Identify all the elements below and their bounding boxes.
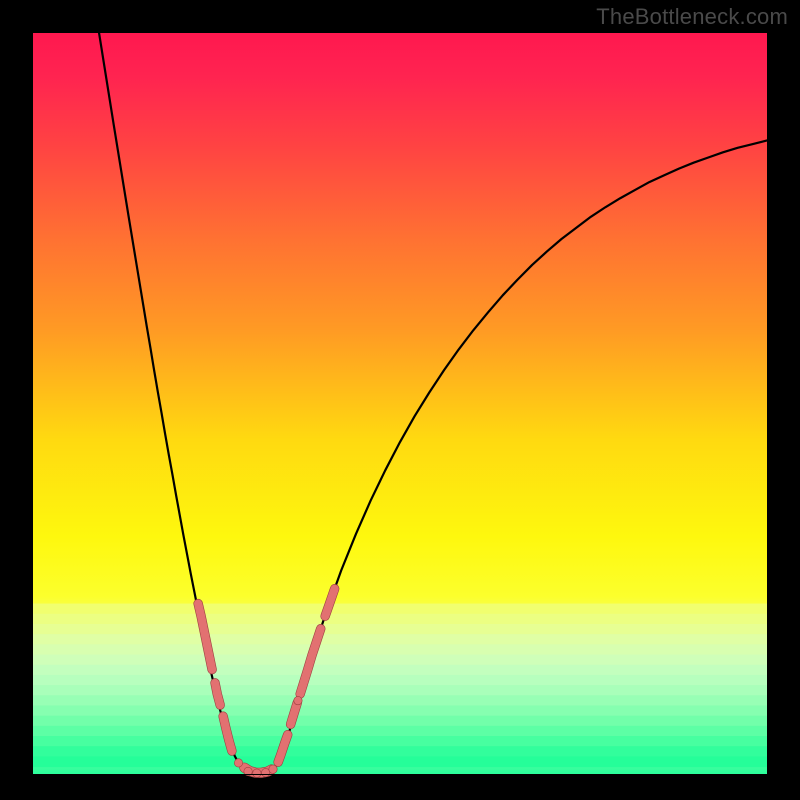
bottleneck-curve-chart xyxy=(0,0,800,800)
gradient-band-stripes xyxy=(33,604,767,768)
chart-container: TheBottleneck.com xyxy=(0,0,800,800)
watermark-text: TheBottleneck.com xyxy=(596,4,788,30)
